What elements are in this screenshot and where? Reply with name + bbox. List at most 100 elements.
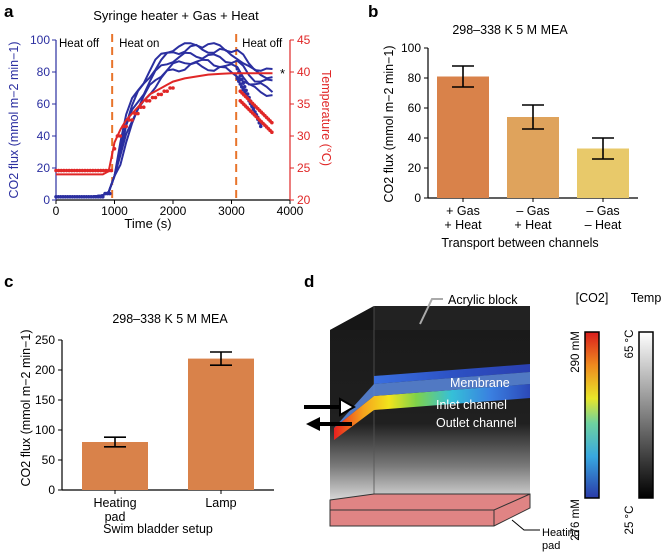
bar-ytick-label: 0 — [48, 483, 55, 497]
chart-a-flux-point — [239, 77, 244, 82]
chart-a-flux-point — [245, 92, 250, 96]
chart-a-flux-point — [108, 191, 112, 196]
chart-a-temperature-point — [85, 168, 90, 173]
chart-a-temperature-point — [109, 168, 114, 173]
chart-a-y2tick-label: 35 — [297, 97, 311, 111]
chart-a-temperature-point — [118, 134, 123, 138]
chart-a-temperature-point — [159, 92, 164, 97]
chart-a-temperature-point — [133, 111, 137, 116]
bar — [188, 358, 254, 490]
chart-a-y2tick-label: 45 — [297, 33, 311, 47]
chart-a-temperature-point — [112, 147, 117, 151]
chart-a-flux-point — [235, 76, 240, 81]
outlet-channel-region — [334, 384, 530, 440]
chart-a-ytick-label: 100 — [30, 33, 50, 47]
bar-ytick-label: 50 — [42, 453, 56, 467]
colorbar-temp-title: Temp — [631, 291, 662, 305]
chart-a-flux-point — [242, 85, 247, 89]
chart-a-temperature-point — [139, 105, 143, 109]
chart-a-temperature-point — [72, 168, 77, 173]
bar-category-label: + Gas — [446, 204, 480, 218]
panel-letter-a: a — [4, 2, 14, 21]
chart-a-temperature-point — [62, 168, 66, 173]
chart-a-temperature-point — [104, 168, 108, 173]
chart-a-temperature-point — [147, 99, 152, 103]
chart-a-xtick-label: 1000 — [101, 204, 128, 218]
chart-a-flux-point — [235, 67, 240, 71]
chart-a-temperature-point — [171, 86, 175, 90]
block-top-face — [330, 306, 530, 330]
chart-a-temperature-point — [93, 168, 98, 173]
block-left-face — [330, 306, 374, 330]
chart-a-temperature-point — [106, 168, 111, 173]
bar-ytick-label: 80 — [408, 71, 422, 85]
bar-ytick-label: 60 — [408, 101, 422, 115]
chart-c-title: 298–338 K 5 M MEA — [112, 312, 228, 326]
chart-b-ylabel: CO2 flux (mmol m−2 min−1) — [382, 46, 396, 203]
chart-a-flux-point — [238, 74, 243, 78]
bar-ytick-label: 150 — [35, 393, 55, 407]
chart-a-temperature-point — [127, 118, 131, 122]
label-acrylic-block: Acrylic block — [448, 293, 518, 307]
chart-a-ytick-label: 80 — [37, 65, 51, 79]
panel-a: a Syringe heater + Gas + Heat 0 1000 2000 3… — [4, 2, 333, 231]
chart-a-temperature-point — [98, 168, 103, 173]
chart-a-axes: 0 1000 2000 3000 4000 0 20 40 60 80 100 20 25 30 35 40 4… — [30, 33, 311, 218]
bar-category-label: Lamp — [205, 496, 236, 510]
bar-ytick-label: 20 — [408, 161, 422, 175]
chart-a-temperature-point — [156, 92, 161, 97]
colorbar-co2 — [584, 331, 600, 499]
chart-a-temperature-point — [54, 168, 58, 173]
annotation-heat-off-2: Heat off — [242, 38, 283, 50]
chart-c-bars — [82, 351, 254, 490]
chart-a-temperature-point — [56, 168, 61, 173]
bar-category-label: – Gas — [516, 204, 549, 218]
chart-a-temperature-point — [69, 168, 74, 173]
chart-a-ylabel: CO2 flux (mmol m−2 min−1) — [7, 42, 21, 199]
chart-a-xlabel: Time (s) — [124, 216, 171, 231]
chart-a-temperature-point — [270, 130, 274, 135]
chart-a-flux-point — [244, 88, 248, 93]
colorbar-temp-top: 65 °C — [624, 330, 636, 359]
chart-a-temperature-point — [121, 124, 126, 129]
chart-a-flux-point — [101, 195, 105, 199]
chart-a-flux-point — [239, 85, 244, 89]
bar-ytick-label: 40 — [408, 131, 422, 145]
panel-letter-d: d — [304, 272, 314, 291]
annotation-heat-off-1: Heat off — [59, 38, 100, 50]
colorbar-co2-title: [CO2] — [576, 291, 609, 305]
chart-a-xtick-label: 4000 — [277, 204, 304, 218]
chart-a-y2tick-label: 40 — [297, 65, 311, 79]
colorbar-co2-bottom: 276 mM — [570, 499, 582, 541]
chart-a-ytick-label: 0 — [43, 193, 50, 207]
chart-b-bars — [437, 65, 629, 198]
chart-a-temperature-point — [83, 168, 87, 173]
panel-c: c 298–338 K 5 M MEA 0 50 100 150 200 250 Heati… — [4, 272, 274, 536]
bar-category-label: Heating — [93, 496, 136, 510]
annotation-heat-on: Heat on — [119, 38, 159, 50]
chart-a-temperature-point — [96, 168, 100, 173]
chart-a-y2tick-label: 25 — [297, 161, 311, 175]
chart-a-title: Syringe heater + Gas + Heat — [93, 8, 259, 23]
chart-a-xtick-label: 3000 — [218, 204, 245, 218]
chart-a-temperature-point — [80, 168, 85, 173]
bar — [437, 76, 489, 198]
chart-a-y2tick-label: 30 — [297, 129, 311, 143]
chart-a-flux-point — [241, 81, 245, 85]
chart-b-title: 298–338 K 5 M MEA — [452, 23, 568, 37]
bar — [507, 117, 559, 198]
inlet-channel-region — [374, 364, 530, 384]
bar-ytick-label: 0 — [414, 191, 421, 205]
chart-a-temperature-point — [88, 168, 93, 173]
bar — [82, 442, 148, 490]
chart-c-xlabel: Swim bladder setup — [103, 522, 213, 536]
chart-a-temperature-point — [77, 168, 82, 173]
bar-ytick-label: 100 — [35, 423, 55, 437]
chart-b-xlabel: Transport between channels — [441, 236, 598, 250]
bar-ytick-label: 250 — [35, 333, 55, 347]
chart-a-temperature-point — [270, 120, 274, 125]
chart-a-flux-point — [238, 82, 243, 86]
